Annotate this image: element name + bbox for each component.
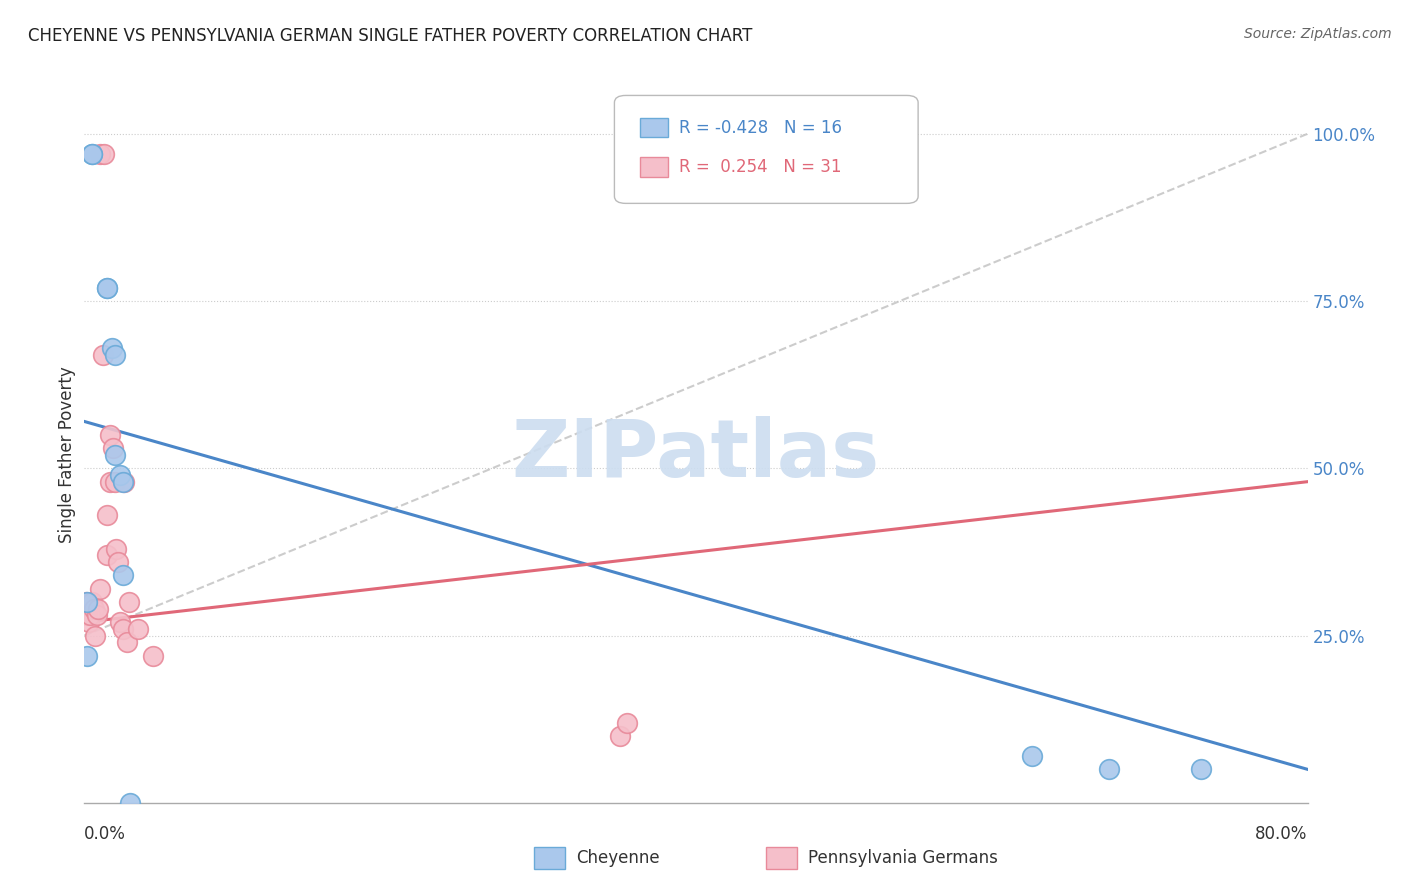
Point xyxy=(93,146,115,161)
Point xyxy=(76,648,98,663)
Text: R = -0.428   N = 16: R = -0.428 N = 16 xyxy=(679,119,842,136)
Point xyxy=(104,448,127,462)
Text: Source: ZipAtlas.com: Source: ZipAtlas.com xyxy=(1244,27,1392,41)
Point xyxy=(609,729,631,743)
Point xyxy=(104,347,127,362)
Point xyxy=(747,146,769,161)
Point xyxy=(112,475,135,489)
Text: 80.0%: 80.0% xyxy=(1256,825,1308,843)
Text: Cheyenne: Cheyenne xyxy=(576,849,659,867)
Point xyxy=(103,442,125,455)
Point xyxy=(75,595,97,609)
Point xyxy=(127,622,149,636)
Point xyxy=(86,608,108,623)
Point xyxy=(96,280,118,294)
Text: Pennsylvania Germans: Pennsylvania Germans xyxy=(808,849,998,867)
Text: ZIPatlas: ZIPatlas xyxy=(512,416,880,494)
Point xyxy=(118,595,141,609)
Point xyxy=(115,635,138,649)
Point xyxy=(96,508,118,523)
Point xyxy=(77,615,100,630)
Point xyxy=(107,555,129,569)
Point xyxy=(111,475,134,489)
Point xyxy=(1189,762,1212,776)
Point xyxy=(80,595,103,609)
Point xyxy=(120,796,142,810)
Point xyxy=(76,595,98,609)
Point xyxy=(80,146,103,161)
Point xyxy=(108,467,131,482)
Point xyxy=(96,548,118,563)
Point xyxy=(98,427,121,442)
Point xyxy=(111,622,134,636)
Point xyxy=(616,715,638,730)
Text: 0.0%: 0.0% xyxy=(84,825,127,843)
Point xyxy=(96,280,118,294)
Point xyxy=(89,146,111,161)
Point xyxy=(101,341,124,355)
Point xyxy=(89,582,111,596)
Point xyxy=(1098,762,1121,776)
Point xyxy=(87,601,110,615)
Y-axis label: Single Father Poverty: Single Father Poverty xyxy=(58,367,76,543)
Point xyxy=(111,568,134,582)
Point xyxy=(108,615,131,630)
Point xyxy=(98,475,121,489)
Text: R =  0.254   N = 31: R = 0.254 N = 31 xyxy=(679,158,842,176)
Point xyxy=(83,601,105,615)
Point xyxy=(104,475,127,489)
Point xyxy=(76,608,98,623)
Point xyxy=(79,608,101,623)
Point xyxy=(84,628,107,642)
Point xyxy=(80,146,103,161)
Point xyxy=(91,347,114,362)
Point xyxy=(105,541,128,556)
Text: CHEYENNE VS PENNSYLVANIA GERMAN SINGLE FATHER POVERTY CORRELATION CHART: CHEYENNE VS PENNSYLVANIA GERMAN SINGLE F… xyxy=(28,27,752,45)
Point xyxy=(142,648,165,663)
Point xyxy=(1021,749,1043,764)
